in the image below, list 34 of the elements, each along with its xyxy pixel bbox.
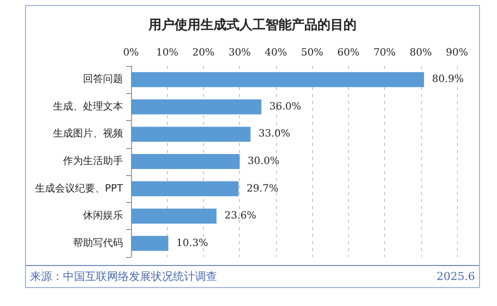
y-tick-label: 作为生活助手 <box>62 155 123 167</box>
y-tick-label: 回答问题 <box>83 73 123 86</box>
x-tick-label: 30% <box>228 48 251 58</box>
y-tick-label: 生成会议纪要、PPT <box>34 182 124 194</box>
bar <box>131 154 240 170</box>
y-tick-label: 休闲娱乐 <box>83 210 123 222</box>
data-label: 23.6% <box>224 210 256 222</box>
x-tick-label: 90% <box>446 48 468 58</box>
bar <box>131 72 424 88</box>
source-note: 来源：中国互联网络发展状况统计调查 <box>30 269 217 284</box>
data-label: 33.0% <box>258 128 290 140</box>
data-label: 10.3% <box>176 238 208 249</box>
bar <box>131 99 262 114</box>
chart-title: 用户使用生成式人工智能产品的目的 <box>148 17 356 33</box>
bar <box>131 126 251 142</box>
y-tick-label: 生成图片、视频 <box>53 128 123 140</box>
x-tick-label: 10% <box>156 48 178 58</box>
x-tick-label: 60% <box>337 48 360 58</box>
x-tick-label: 50% <box>300 48 324 58</box>
x-tick-label: 20% <box>192 48 215 58</box>
data-label: 30.0% <box>248 156 280 167</box>
y-tick-label: 帮助写代码 <box>73 236 123 249</box>
data-label: 29.7% <box>246 183 278 194</box>
bar <box>131 181 239 196</box>
x-tick-label: 40% <box>264 48 288 58</box>
text: 2025.6 <box>436 270 475 283</box>
data-label: 36.0% <box>269 101 302 112</box>
bar <box>131 236 168 251</box>
x-tick-label: 70% <box>373 48 396 58</box>
y-tick-label: 生成、处理文本 <box>53 100 123 112</box>
x-tick-label: 0% <box>123 48 139 58</box>
x-tick-label: 80% <box>410 48 432 58</box>
data-label: 80.9% <box>432 74 464 86</box>
bar <box>131 208 216 224</box>
